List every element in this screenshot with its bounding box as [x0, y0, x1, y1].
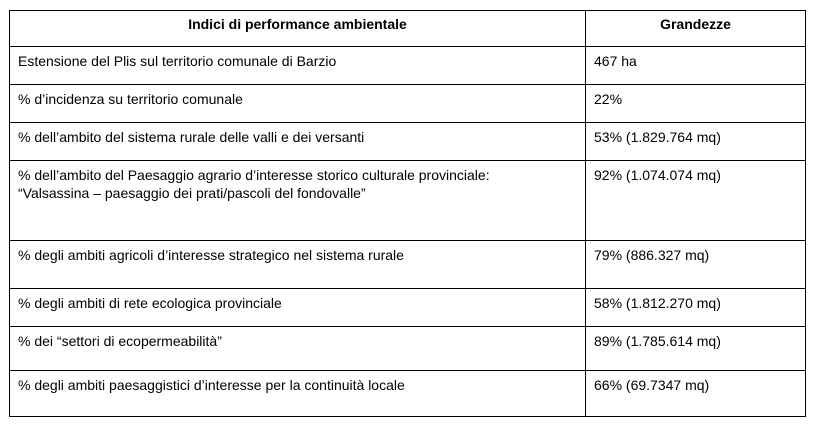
header-values: Grandezze — [585, 10, 806, 47]
table-row: % d’incidenza su territorio comunale 22% — [9, 84, 806, 123]
table-row: % degli ambiti agricoli d’interesse stra… — [9, 240, 806, 289]
index-cell: % degli ambiti di rete ecologica provinc… — [9, 288, 586, 327]
index-text: % d’incidenza su territorio comunale — [18, 91, 243, 107]
index-cell: % dei “settori di ecopermeabilità” — [9, 326, 586, 371]
index-cell: % d’incidenza su territorio comunale — [9, 84, 586, 123]
index-text: % degli ambiti agricoli d’interesse stra… — [18, 247, 404, 263]
index-text-continued: “Valsassina – paesaggio dei prati/pascol… — [18, 185, 366, 201]
index-cell: % dell’ambito del sistema rurale delle v… — [9, 122, 586, 161]
value-cell: 467 ha — [585, 46, 806, 85]
table-row: % dell’ambito del Paesaggio agrario d’in… — [9, 160, 806, 241]
value-cell: 89% (1.785.614 mq) — [585, 326, 806, 371]
table-row: Estensione del Plis sul territorio comun… — [9, 46, 806, 85]
value-cell: 66% (69.7347 mq) — [585, 370, 806, 417]
index-text: % dei “settori di ecopermeabilità” — [18, 333, 222, 349]
performance-table: Indici di performance ambientale Grandez… — [9, 10, 806, 417]
index-text: % dell’ambito del sistema rurale delle v… — [18, 129, 365, 145]
index-cell: % dell’ambito del Paesaggio agrario d’in… — [9, 160, 586, 241]
index-text: % degli ambiti paesaggistici d’interesse… — [18, 377, 405, 393]
index-cell: % degli ambiti paesaggistici d’interesse… — [9, 370, 586, 417]
value-cell: 58% (1.812.270 mq) — [585, 288, 806, 327]
table-row: % dei “settori di ecopermeabilità” 89% (… — [9, 326, 806, 371]
table-row: % degli ambiti paesaggistici d’interesse… — [9, 370, 806, 417]
value-cell: 92% (1.074.074 mq) — [585, 160, 806, 241]
table-row: % dell’ambito del sistema rurale delle v… — [9, 122, 806, 161]
index-text: % dell’ambito del Paesaggio agrario d’in… — [18, 167, 490, 183]
index-text: % degli ambiti di rete ecologica provinc… — [18, 295, 282, 311]
index-text: Estensione del Plis sul territorio comun… — [18, 53, 337, 69]
value-cell: 53% (1.829.764 mq) — [585, 122, 806, 161]
value-cell: 22% — [585, 84, 806, 123]
table-row: % degli ambiti di rete ecologica provinc… — [9, 288, 806, 327]
header-indices: Indici di performance ambientale — [9, 10, 586, 47]
index-cell: Estensione del Plis sul territorio comun… — [9, 46, 586, 85]
table-header-row: Indici di performance ambientale Grandez… — [9, 10, 806, 47]
index-cell: % degli ambiti agricoli d’interesse stra… — [9, 240, 586, 289]
value-cell: 79% (886.327 mq) — [585, 240, 806, 289]
